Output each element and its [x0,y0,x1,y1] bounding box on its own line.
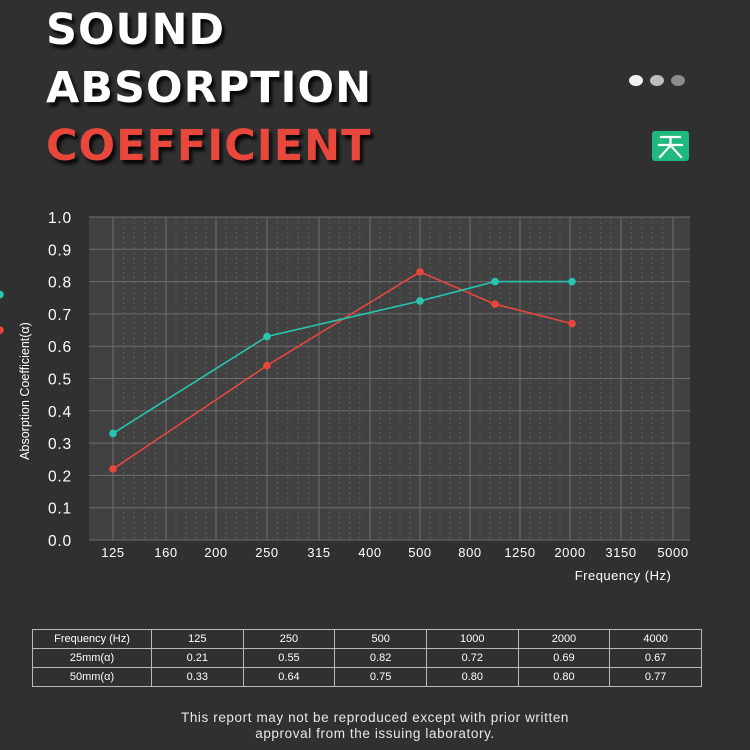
series-point [109,429,117,438]
table-cell: 50mm(α) [32,667,152,687]
series-point [263,361,271,370]
table-cell: 0.69 [517,648,611,668]
series-point [416,297,424,305]
x-axis-label: Frequency (Hz) [575,568,672,583]
table-cell: 0.75 [334,667,427,687]
table-header-row: Frequency (Hz) 125 250 500 1000 2000 4000 [32,629,702,649]
y-tick-label: 0.9 [48,242,72,259]
table-header-cell: 125 [151,629,244,649]
series-point [568,277,576,286]
table-cell: 0.72 [425,648,519,668]
y-tick-label: 0.6 [48,339,72,356]
series-point [0,290,4,299]
pager-dot[interactable] [629,75,643,86]
series-point [0,326,4,334]
y-tick-label: 0.3 [48,436,72,453]
x-tick-label: 1250 [504,545,535,560]
brand-logo-icon [652,131,689,161]
series-point [568,319,576,328]
absorption-table: Frequency (Hz) 125 250 500 1000 2000 4000 25mm(… [32,629,702,687]
table-header-cell: Frequency (Hz) [32,629,152,649]
x-tick-label: 500 [408,545,432,560]
chart-series [0,268,576,473]
table-header-cell: 250 [242,629,336,649]
y-tick-label: 0.4 [48,404,72,421]
pager-dots [629,75,685,86]
table-header-cell: 2000 [517,629,611,649]
table-cell: 0.82 [334,648,427,668]
table-cell: 0.55 [242,648,336,668]
series-point [109,465,117,473]
title-line-3: COEFFICIENT [46,121,372,171]
disclaimer-line-2: approval from the issuing laboratory. [255,726,495,741]
x-tick-label: 160 [154,545,178,560]
table-cell: 0.77 [609,667,702,687]
x-tick-label: 400 [358,545,382,560]
table-cell: 0.21 [151,648,244,668]
pager-dot[interactable] [650,75,664,86]
table-cell: 0.64 [242,667,336,687]
disclaimer-line-1: This report may not be reproduced except… [180,710,570,725]
title-line-2: ABSORPTION [46,63,373,113]
y-axis-ticks: 0.0 0.1 0.2 0.3 0.4 0.5 0.6 0.7 0.8 0.9 1.0 [48,210,72,550]
table-cell: 0.80 [517,667,611,687]
title-line-1: SOUND [46,5,226,55]
series-point [491,277,499,286]
table-header-cell: 500 [334,629,427,649]
absorption-chart: 0.0 0.1 0.2 0.3 0.4 0.5 0.6 0.7 0.8 0.9 1.0 125 160… [0,210,690,583]
y-tick-label: 0.8 [48,275,72,292]
x-tick-label: 2000 [554,545,585,560]
y-tick-label: 0.7 [48,307,72,324]
table-header-cell: 1000 [425,629,519,649]
x-tick-label: 250 [255,545,279,560]
table-header-cell: 4000 [609,629,702,649]
y-tick-label: 0.0 [48,533,72,550]
y-tick-label: 0.2 [48,468,72,485]
x-tick-label: 315 [307,545,331,560]
disclaimer: This report may not be reproduced except… [0,710,750,742]
x-axis-ticks: 125 160 200 250 315 400 500 800 1250 2000 3150 5000 [101,545,688,560]
series-point [491,300,499,309]
y-tick-label: 0.5 [48,372,72,389]
pager-dot[interactable] [671,75,685,86]
series-point [416,268,424,276]
x-tick-label: 5000 [657,545,688,560]
table-row: 50mm(α) 0.33 0.64 0.75 0.80 0.80 0.77 [32,667,702,687]
x-tick-label: 800 [458,545,482,560]
y-tick-label: 1.0 [48,210,72,227]
table-row: 25mm(α) 0.21 0.55 0.82 0.72 0.69 0.67 [32,648,702,668]
x-tick-label: 125 [101,545,125,560]
table-cell: 0.80 [425,667,519,687]
series-point [263,332,271,341]
y-tick-label: 0.1 [48,501,72,518]
table-cell: 0.67 [609,648,702,668]
x-tick-label: 200 [204,545,228,560]
table-cell: 0.33 [151,667,244,687]
y-axis-label: Absorption Coefficient(α) [18,322,32,460]
table-cell: 25mm(α) [32,648,152,668]
x-tick-label: 3150 [605,545,636,560]
